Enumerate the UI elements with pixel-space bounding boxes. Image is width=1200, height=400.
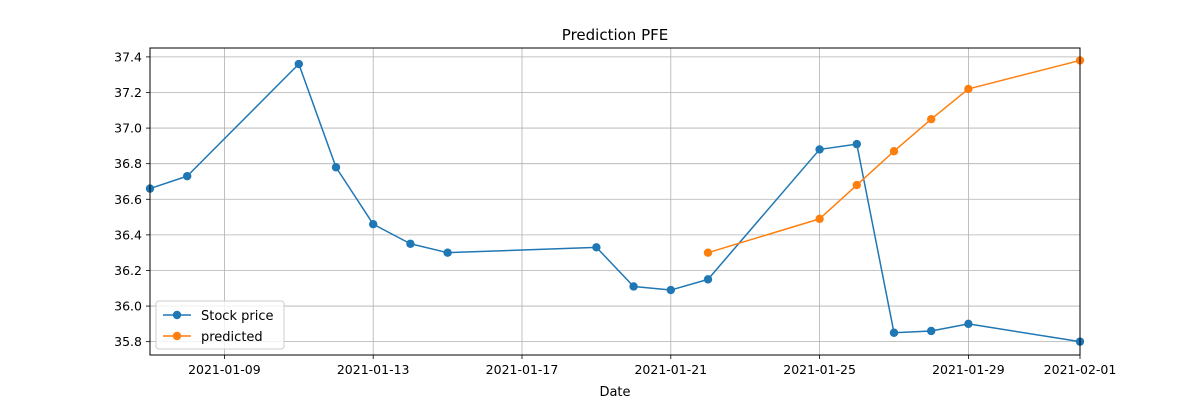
- data-point-predicted: [815, 214, 824, 224]
- legend: Stock price predicted: [155, 300, 285, 350]
- y-tick-label: 35.8: [114, 334, 142, 349]
- data-point-stock-price: [964, 319, 973, 329]
- data-point-stock-price: [889, 328, 899, 337]
- series-line-stock-price: [149, 63, 1081, 343]
- data-point-stock-price: [666, 285, 675, 295]
- x-axis-ticks: 2021-01-09 2021-01-13 2021-01-17 2021-01-21…: [188, 355, 1116, 377]
- legend-label-stock-price: Stock price: [201, 309, 273, 324]
- data-point-stock-price: [852, 139, 861, 149]
- y-tick-label: 36.6: [114, 192, 142, 207]
- y-tick-label: 37.4: [114, 49, 142, 64]
- data-point-stock-price: [629, 282, 638, 291]
- data-point-stock-price: [183, 171, 192, 181]
- legend-box: [155, 300, 285, 350]
- data-point-predicted: [852, 180, 861, 190]
- y-tick-label: 36.0: [114, 299, 142, 314]
- data-point-stock-price: [592, 243, 601, 252]
- data-point-stock-price: [406, 239, 415, 248]
- y-tick-label: 37.2: [114, 85, 142, 100]
- series-layer: [145, 56, 1085, 346]
- data-point-predicted: [703, 248, 713, 257]
- x-axis-label: Date: [599, 385, 630, 400]
- x-tick-label: 2021-01-17: [486, 362, 559, 377]
- x-tick-label: 2021-02-01: [1044, 362, 1117, 377]
- grid: [150, 48, 1081, 355]
- data-point-stock-price: [443, 248, 452, 257]
- y-tick-label: 36.8: [114, 156, 142, 171]
- series-line-predicted: [707, 59, 1081, 254]
- chart-title: Prediction PFE: [562, 26, 668, 44]
- x-tick-label: 2021-01-09: [188, 362, 261, 377]
- data-point-stock-price: [369, 219, 378, 229]
- x-tick-label: 2021-01-29: [932, 362, 1005, 377]
- data-point-predicted: [964, 84, 973, 94]
- y-tick-label: 36.2: [114, 263, 142, 278]
- x-tick-label: 2021-01-25: [783, 362, 856, 377]
- data-point-stock-price: [815, 145, 824, 154]
- x-tick-label: 2021-01-21: [634, 362, 707, 377]
- y-axis-ticks: 35.8 36.0 36.2 36.4 36.6 36.8 37.0 37.2 37.4: [114, 49, 150, 349]
- data-point-stock-price: [927, 326, 936, 336]
- legend-marker-predicted: [172, 331, 182, 341]
- x-tick-label: 2021-01-13: [337, 362, 410, 377]
- y-tick-label: 37.0: [114, 121, 142, 136]
- data-point-stock-price: [331, 163, 341, 172]
- data-point-predicted: [889, 147, 899, 156]
- plot-frame: [149, 47, 1081, 356]
- y-tick-label: 36.4: [114, 227, 142, 242]
- data-point-stock-price: [703, 275, 713, 284]
- legend-marker-stock-price: [172, 310, 182, 320]
- legend-label-predicted: predicted: [201, 330, 263, 345]
- data-point-stock-price: [294, 59, 303, 69]
- data-point-predicted: [927, 114, 936, 124]
